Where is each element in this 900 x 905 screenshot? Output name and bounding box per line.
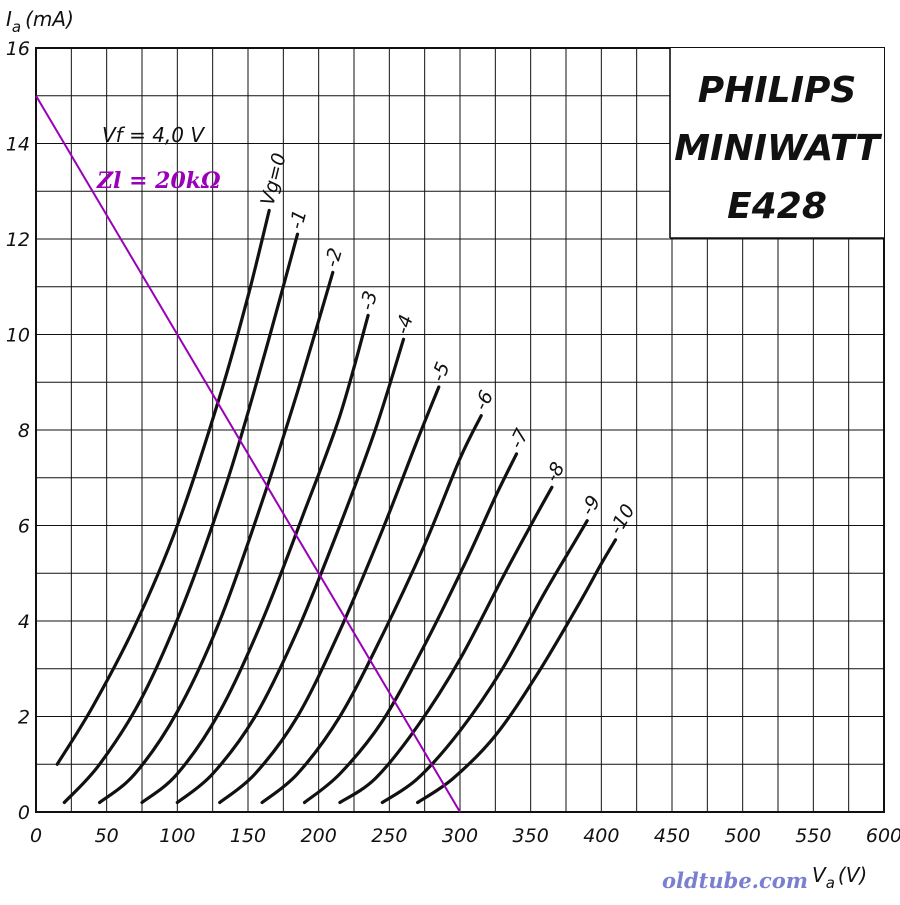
y-tick-label: 12 (6, 229, 30, 251)
x-tick-label: 400 (583, 825, 619, 847)
curve-vg-1 (62, 232, 300, 805)
curve-label: -10 (605, 500, 640, 538)
x-tick-label: 350 (513, 825, 549, 847)
curve-vg-10 (416, 538, 618, 805)
curve-label: -5 (427, 359, 454, 385)
curve-vg-3 (140, 313, 370, 805)
curve-labels: Vg=0-1-2-3-4-5-6-7-8-9 -10 (257, 151, 640, 539)
curve-vg-7 (302, 452, 519, 805)
load-line (35, 95, 461, 813)
curve-label: -1 (285, 207, 311, 231)
y-tick-label: 0 (18, 802, 30, 824)
y-axis-subscript: a (12, 18, 21, 36)
x-tick-label: 550 (795, 825, 831, 847)
tick-labels: 0 50 100 150 200 250 300 350 400 450 500 550 600 0 2 4 6… (6, 38, 900, 847)
curves (55, 208, 618, 805)
x-tick-label: 450 (654, 825, 690, 847)
x-tick-label: 150 (230, 825, 266, 847)
x-axis-title: Va (V) (812, 863, 867, 892)
x-tick-label: 500 (725, 825, 761, 847)
y-tick-label: 8 (18, 420, 30, 442)
y-tick-label: 16 (6, 38, 30, 60)
x-tick-label: 250 (371, 825, 407, 847)
curve-vg-5 (218, 385, 441, 805)
curve-vg-0 (55, 208, 271, 766)
curve-label: -2 (321, 245, 347, 269)
curve-label: -7 (505, 425, 533, 452)
brand-line-1: PHILIPS (698, 70, 857, 111)
y-tick-label: 14 (6, 134, 30, 156)
svg-text:Ia(mA): Ia (mA) (6, 7, 74, 36)
load-line-group (35, 95, 461, 813)
x-axis-subscript: a (826, 874, 835, 892)
y-tick-label: 4 (18, 611, 30, 633)
filament-voltage-annotation: Vf = 4,0 V (102, 123, 205, 147)
x-tick-label: 0 (30, 825, 42, 847)
x-tick-label: 600 (866, 825, 900, 847)
x-tick-label: 50 (95, 825, 119, 847)
x-tick-label: 200 (301, 825, 337, 847)
curve-label: -6 (470, 387, 498, 414)
curve-label: -4 (391, 312, 418, 337)
curve-vg-6 (260, 414, 483, 805)
brand-box: PHILIPS MINIWATT E428 (669, 48, 884, 239)
brand-line-3: E428 (727, 186, 827, 227)
curve-vg-4 (175, 337, 406, 805)
curve-label: Vg=0 (257, 151, 291, 208)
x-axis-unit: (V) (838, 863, 867, 887)
x-tick-label: 100 (159, 825, 195, 847)
y-axis-title: Ia (mA) (6, 7, 74, 36)
curve-vg-2 (98, 270, 335, 805)
x-tick-label: 300 (442, 825, 478, 847)
svg-text:Va(V): Va (V) (812, 863, 867, 892)
brand-line-2: MINIWATT (674, 128, 882, 169)
y-axis-symbol: I (6, 7, 12, 31)
curve-vg-9 (380, 519, 589, 805)
x-axis-symbol: V (812, 863, 827, 887)
curve-label: -3 (356, 289, 382, 313)
curve-vg-8 (338, 485, 554, 805)
load-line-label: Zl = 20kΩ (96, 168, 221, 194)
watermark-text: oldtube.com (662, 868, 808, 893)
y-tick-label: 6 (18, 516, 30, 538)
y-axis-unit: (mA) (25, 7, 74, 31)
y-tick-label: 10 (6, 325, 30, 347)
curve-label: -8 (541, 459, 569, 486)
y-tick-label: 2 (18, 707, 30, 729)
